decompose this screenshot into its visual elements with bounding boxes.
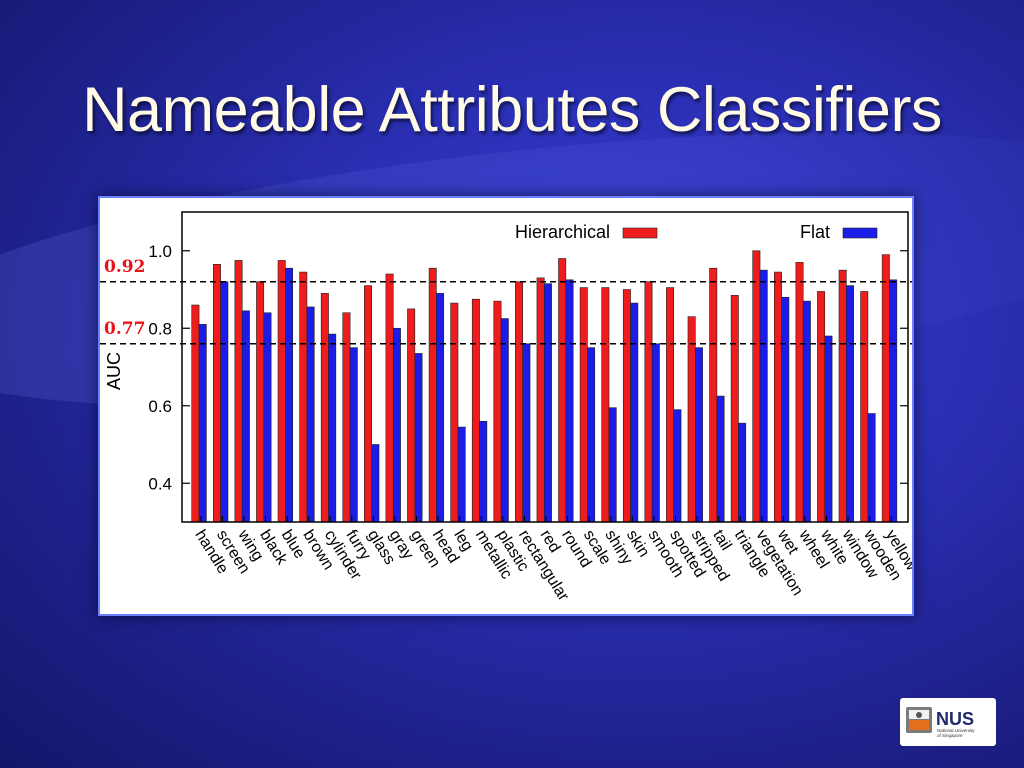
bar-hierarchical-brown bbox=[299, 271, 308, 523]
bar-flat-brown bbox=[306, 306, 315, 523]
bar-hierarchical-spotted bbox=[666, 287, 675, 523]
bar-hierarchical-gray bbox=[385, 273, 394, 523]
chart-panel: 0.4 0.6 0.8 1.0 AUC handle screen wing black blu… bbox=[98, 196, 914, 616]
bar-flat-smooth bbox=[651, 343, 660, 523]
logo-subtitle-2: of Singapore bbox=[937, 733, 963, 738]
bar-flat-scale bbox=[587, 347, 596, 523]
bar-flat-tail bbox=[716, 395, 725, 523]
y-tick-label: 0.6 bbox=[148, 397, 172, 416]
legend-label-hierarchical: Hierarchical bbox=[515, 222, 610, 242]
bar-hierarchical-glass bbox=[364, 285, 372, 523]
bar-flat-wooden bbox=[867, 413, 876, 523]
x-tick-labels: handlescreenwingblackbluebrowncylinderfu… bbox=[191, 526, 912, 604]
bar-flat-wet bbox=[781, 296, 790, 523]
bar-hierarchical-metallic bbox=[471, 298, 480, 523]
legend-swatch-hierarchical bbox=[622, 227, 658, 239]
bar-hierarchical-yellow bbox=[881, 254, 890, 523]
bar-hierarchical-shiny bbox=[601, 287, 610, 523]
bar-hierarchical-round bbox=[558, 258, 567, 523]
bar-flat-handle bbox=[198, 324, 207, 523]
nus-crest-icon bbox=[906, 707, 932, 733]
bar-hierarchical-wheel bbox=[795, 262, 804, 523]
y-tick-label: 0.4 bbox=[148, 474, 172, 493]
bar-flat-stripped bbox=[694, 347, 703, 523]
bar-flat-metallic bbox=[479, 420, 488, 523]
bars-layer bbox=[191, 250, 898, 523]
auc-bar-chart: 0.4 0.6 0.8 1.0 AUC handlescreenwingblackblu… bbox=[100, 211, 912, 605]
bar-hierarchical-scale bbox=[579, 287, 588, 523]
bar-flat-shiny bbox=[608, 407, 617, 523]
bar-hierarchical-cylinder bbox=[320, 293, 329, 523]
bar-hierarchical-screen bbox=[213, 264, 221, 523]
bar-flat-window bbox=[846, 285, 854, 523]
plot-frame bbox=[181, 211, 909, 523]
bar-flat-triangle bbox=[738, 422, 747, 523]
bar-hierarchical-stripped bbox=[687, 316, 696, 523]
bar-flat-leg bbox=[457, 426, 466, 523]
legend-label-flat: Flat bbox=[800, 222, 830, 242]
legend-swatch-flat bbox=[842, 227, 878, 239]
y-tick-label: 0.8 bbox=[148, 319, 172, 338]
bar-flat-white bbox=[824, 335, 833, 523]
bar-hierarchical-tail bbox=[709, 267, 718, 523]
bar-hierarchical-rectangular bbox=[515, 281, 523, 523]
bar-flat-spotted bbox=[673, 409, 682, 523]
bar-flat-skin bbox=[630, 302, 639, 523]
reference-label-high: 0.92 bbox=[104, 257, 145, 277]
axes-layer: 0.4 0.6 0.8 1.0 AUC bbox=[104, 211, 909, 523]
bar-hierarchical-smooth bbox=[644, 281, 653, 523]
bar-hierarchical-red bbox=[536, 277, 545, 523]
legend: Hierarchical Flat bbox=[515, 222, 878, 242]
bar-hierarchical-handle bbox=[191, 304, 200, 523]
bar-hierarchical-window bbox=[838, 269, 847, 523]
bar-hierarchical-vegetation bbox=[752, 250, 761, 523]
bar-hierarchical-wooden bbox=[860, 291, 869, 523]
bar-flat-head bbox=[436, 293, 445, 523]
bar-flat-glass bbox=[371, 444, 380, 523]
bar-flat-wheel bbox=[802, 300, 811, 523]
bar-flat-rectangular bbox=[522, 343, 531, 523]
y-tick-label: 1.0 bbox=[148, 242, 172, 261]
bar-flat-furry bbox=[349, 347, 358, 523]
bar-hierarchical-wing bbox=[234, 260, 243, 523]
slide-title: Nameable Attributes Classifiers bbox=[82, 75, 942, 145]
bar-flat-yellow bbox=[889, 279, 898, 523]
bar-flat-blue bbox=[285, 267, 294, 523]
nus-logo: NUS National University of Singapore bbox=[900, 698, 996, 746]
reference-lines: 0.92 0.77 bbox=[100, 257, 912, 345]
bar-hierarchical-head bbox=[428, 267, 437, 523]
bar-hierarchical-plastic bbox=[493, 300, 502, 523]
bar-hierarchical-green bbox=[407, 308, 416, 523]
bar-flat-green bbox=[414, 353, 423, 523]
bar-flat-red bbox=[543, 283, 552, 523]
bar-flat-gray bbox=[392, 327, 401, 523]
bar-hierarchical-white bbox=[817, 291, 826, 523]
bar-hierarchical-triangle bbox=[730, 295, 739, 523]
bar-hierarchical-blue bbox=[277, 260, 286, 523]
y-axis-label: AUC bbox=[104, 352, 124, 390]
bar-flat-screen bbox=[220, 281, 229, 523]
bar-hierarchical-leg bbox=[450, 302, 459, 523]
logo-name: NUS bbox=[936, 709, 974, 729]
bar-flat-vegetation bbox=[759, 269, 768, 523]
bar-hierarchical-skin bbox=[622, 289, 631, 523]
bar-hierarchical-black bbox=[256, 281, 265, 523]
bar-flat-round bbox=[565, 279, 574, 523]
bar-flat-plastic bbox=[500, 318, 509, 523]
reference-label-low: 0.77 bbox=[104, 319, 145, 339]
bar-hierarchical-wet bbox=[773, 271, 782, 523]
bar-flat-cylinder bbox=[328, 333, 337, 523]
logo-subtitle-1: National University bbox=[937, 728, 975, 733]
bar-flat-wing bbox=[241, 310, 250, 523]
